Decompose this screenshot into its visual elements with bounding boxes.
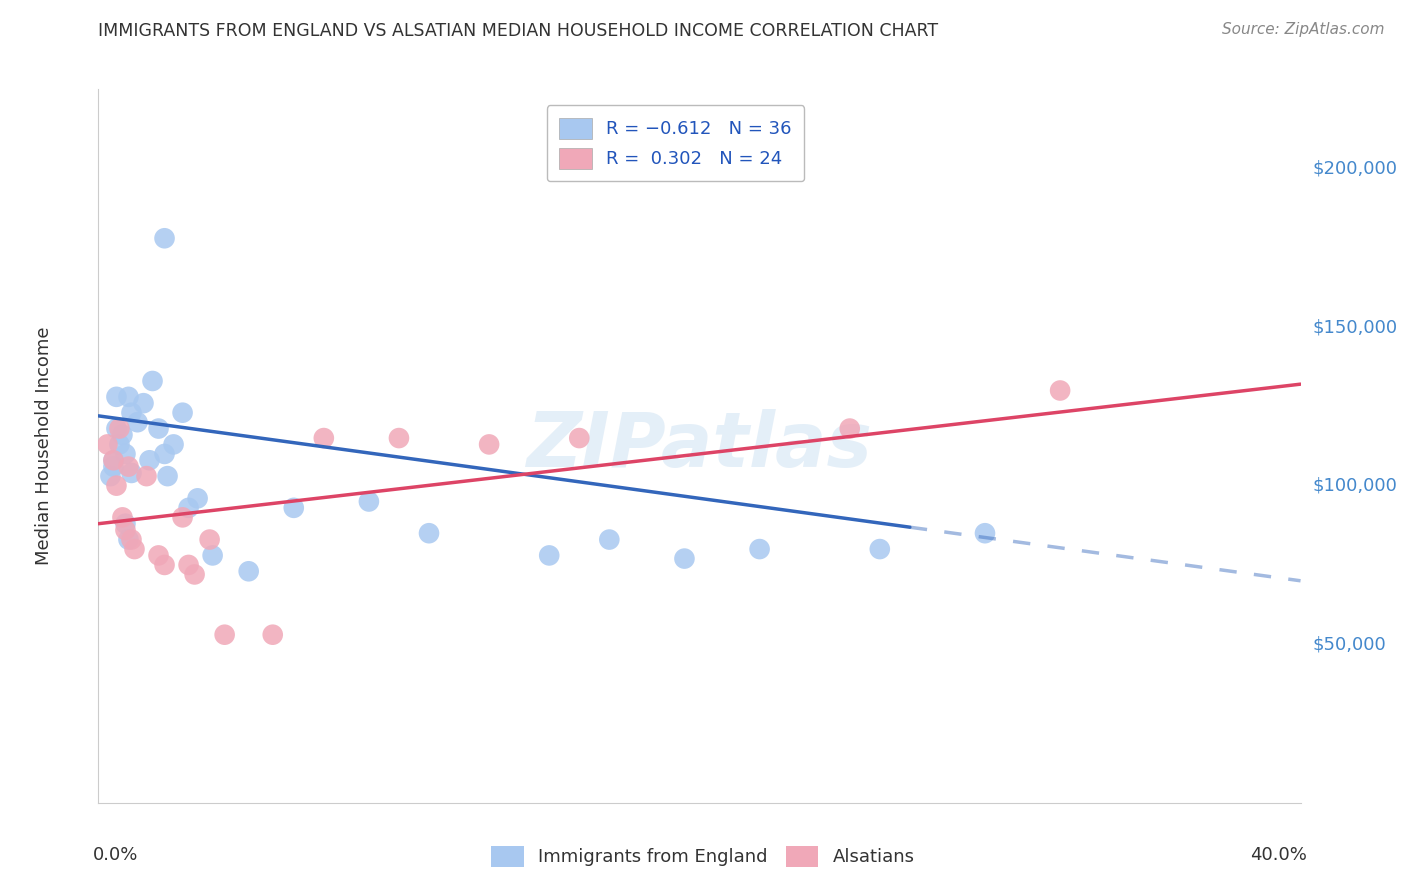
Text: 0.0%: 0.0% — [93, 846, 138, 863]
Point — [478, 437, 501, 451]
Point — [538, 549, 561, 563]
Point — [96, 437, 118, 451]
Point — [138, 453, 160, 467]
Point — [974, 526, 997, 541]
Point — [114, 523, 136, 537]
Point — [103, 453, 125, 467]
Text: $150,000: $150,000 — [1313, 318, 1398, 336]
Point — [238, 564, 260, 578]
Text: $100,000: $100,000 — [1313, 476, 1398, 495]
Point — [177, 558, 200, 572]
Point — [132, 396, 155, 410]
Point — [838, 421, 860, 435]
Point — [100, 469, 122, 483]
Point — [162, 437, 184, 451]
Text: $200,000: $200,000 — [1313, 160, 1398, 178]
Text: Median Household Income: Median Household Income — [35, 326, 53, 566]
Point — [103, 453, 125, 467]
Point — [108, 437, 131, 451]
Point — [121, 466, 143, 480]
Legend: R = −0.612   N = 36, R =  0.302   N = 24: R = −0.612 N = 36, R = 0.302 N = 24 — [547, 105, 804, 181]
Point — [121, 533, 143, 547]
Point — [283, 500, 305, 515]
Text: ZIPatlas: ZIPatlas — [526, 409, 873, 483]
Point — [111, 428, 134, 442]
Point — [108, 421, 131, 435]
Point — [598, 533, 620, 547]
Point — [114, 447, 136, 461]
Point — [153, 558, 176, 572]
Point — [114, 516, 136, 531]
Point — [105, 478, 128, 492]
Point — [105, 421, 128, 435]
Point — [183, 567, 205, 582]
Point — [357, 494, 380, 508]
Point — [187, 491, 209, 506]
Point — [172, 406, 194, 420]
Point — [141, 374, 163, 388]
Text: Source: ZipAtlas.com: Source: ZipAtlas.com — [1222, 22, 1385, 37]
Point — [177, 500, 200, 515]
Point — [135, 469, 157, 483]
Text: 40.0%: 40.0% — [1250, 846, 1306, 863]
Point — [117, 390, 139, 404]
Point — [262, 628, 284, 642]
Point — [105, 390, 128, 404]
Point — [117, 459, 139, 474]
Point — [153, 231, 176, 245]
Point — [103, 459, 125, 474]
Point — [124, 542, 146, 557]
Point — [172, 510, 194, 524]
Point — [214, 628, 236, 642]
Point — [748, 542, 770, 557]
Point — [121, 406, 143, 420]
Point — [312, 431, 335, 445]
Text: IMMIGRANTS FROM ENGLAND VS ALSATIAN MEDIAN HOUSEHOLD INCOME CORRELATION CHART: IMMIGRANTS FROM ENGLAND VS ALSATIAN MEDI… — [98, 22, 939, 40]
Legend: Immigrants from England, Alsatians: Immigrants from England, Alsatians — [484, 838, 922, 874]
Text: $50,000: $50,000 — [1313, 635, 1386, 653]
Point — [153, 447, 176, 461]
Point — [148, 421, 170, 435]
Point — [198, 533, 221, 547]
Point — [117, 533, 139, 547]
Point — [568, 431, 591, 445]
Point — [869, 542, 891, 557]
Point — [127, 415, 149, 429]
Point — [156, 469, 179, 483]
Point — [201, 549, 224, 563]
Point — [388, 431, 411, 445]
Point — [1049, 384, 1071, 398]
Point — [418, 526, 440, 541]
Point — [111, 510, 134, 524]
Point — [673, 551, 696, 566]
Point — [148, 549, 170, 563]
